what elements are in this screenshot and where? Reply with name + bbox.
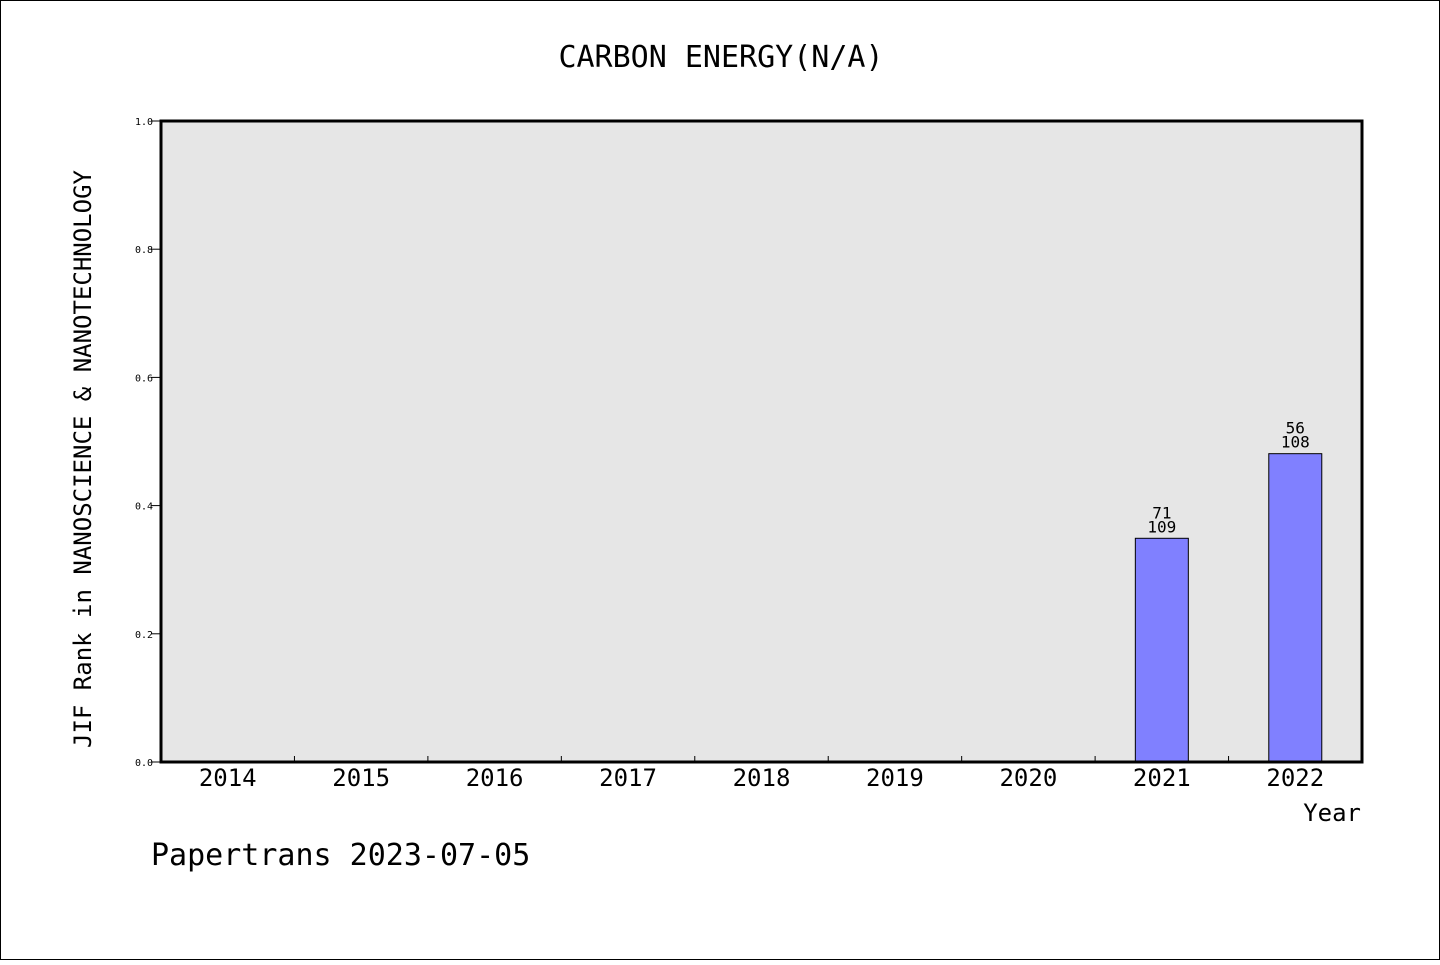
bar-2021: [1134, 537, 1189, 763]
x-tick-label: 2017: [599, 764, 657, 792]
bar-total-label: 109: [1147, 517, 1176, 536]
y-axis-ticks: 0.0 0.2 0.4 0.6 0.8 1.0: [135, 117, 161, 769]
y-tick-label: 0.4: [135, 502, 153, 513]
x-tick-label: 2019: [866, 764, 924, 792]
bar-2022: [1268, 453, 1323, 763]
x-tick-label: 2015: [332, 764, 390, 792]
y-tick-label: 0.6: [135, 373, 153, 384]
bars-group: [1134, 453, 1323, 763]
y-tick-label: 1.0: [135, 117, 153, 128]
y-tick-label: 0.2: [135, 630, 153, 641]
y-tick-label: 0.0: [135, 758, 153, 769]
y-tick-label: 0.8: [135, 245, 153, 256]
plot-border: [159, 119, 1364, 764]
x-tick-label: 2016: [466, 764, 524, 792]
bar-total-label: 108: [1281, 433, 1310, 452]
x-tick-label: 2020: [999, 764, 1057, 792]
bar-rank-label: 71: [1152, 503, 1171, 522]
x-tick-label: 2022: [1266, 764, 1324, 792]
x-tick-label: 2021: [1133, 764, 1191, 792]
y-axis-label: JIF Rank in NANOSCIENCE & NANOTECHNOLOGY: [69, 169, 97, 748]
footer-credit: Papertrans 2023-07-05: [151, 838, 530, 873]
chart-title: CARBON ENERGY(N/A): [558, 40, 883, 75]
x-axis-ticks: 2014 2015 2016 2017 2018 2019 2020 2021 2022: [199, 756, 1324, 792]
x-axis-label: Year: [1303, 799, 1361, 827]
x-tick-label: 2014: [199, 764, 257, 792]
x-tick-label: 2018: [733, 764, 791, 792]
bar-rank-label: 56: [1286, 419, 1305, 438]
